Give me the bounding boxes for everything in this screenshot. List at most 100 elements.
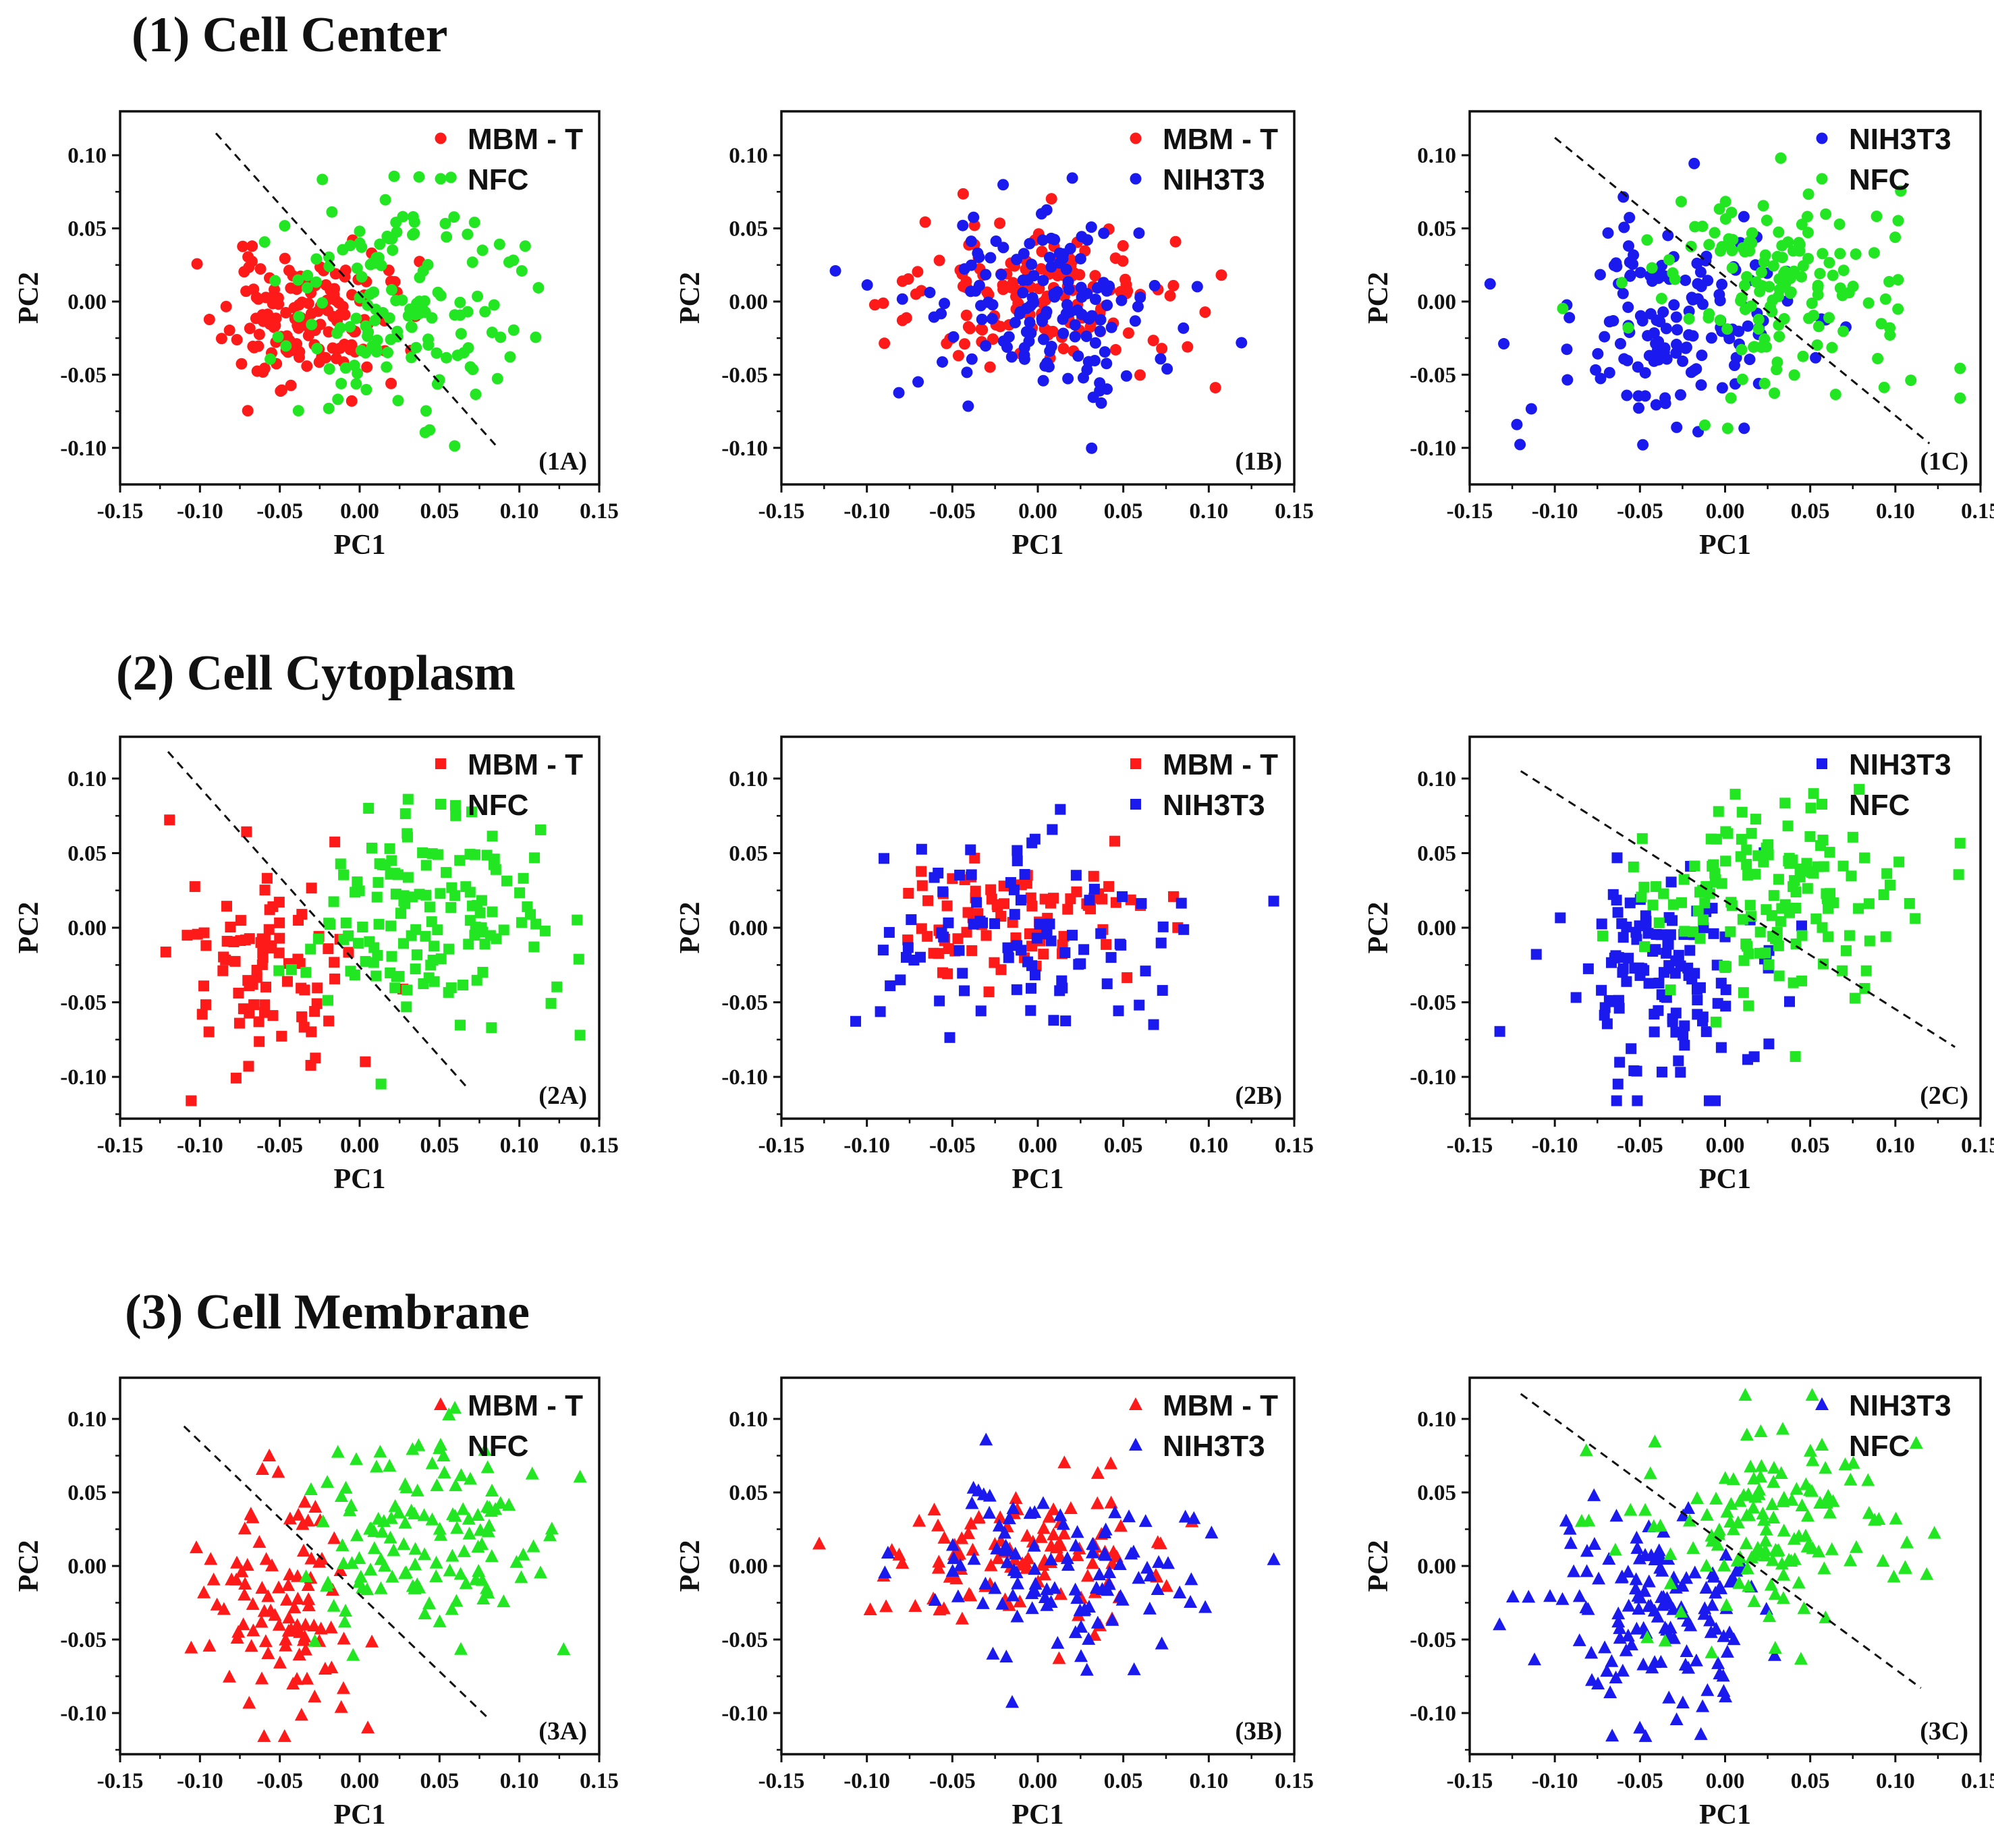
- point-nih3t3: [938, 931, 949, 943]
- point-mbm-t: [312, 1555, 327, 1568]
- point-nfc: [427, 954, 439, 965]
- point-mbm-t: [1053, 1549, 1067, 1563]
- point-nih3t3: [1638, 1729, 1653, 1742]
- point-mbm-t: [895, 1556, 910, 1569]
- point-mbm-t: [206, 1572, 221, 1586]
- point-nfc: [1878, 889, 1889, 901]
- point-nih3t3: [1155, 353, 1167, 365]
- point-nfc: [1726, 244, 1738, 256]
- point-nfc: [1744, 899, 1756, 911]
- point-nfc: [453, 1642, 468, 1655]
- point-nfc: [1859, 852, 1871, 864]
- point-nfc: [1640, 1630, 1655, 1644]
- point-nfc: [1683, 313, 1695, 325]
- point-mbm-t: [916, 866, 927, 877]
- point-nfc: [1797, 260, 1809, 272]
- scatter-panel-1b: -0.15 -0.10 -0.05 0.00 0.05 0.10 0.150.100.050…: [675, 110, 1314, 561]
- point-nfc: [326, 206, 338, 218]
- point-mbm-t: [293, 351, 305, 363]
- point-nfc: [407, 211, 419, 223]
- x-tick-label: 0.00: [340, 1133, 379, 1158]
- point-mbm-t: [318, 1661, 332, 1675]
- point-nih3t3: [937, 356, 949, 368]
- point-nfc: [369, 314, 381, 327]
- point-nfc: [1675, 196, 1687, 208]
- point-nih3t3: [1617, 287, 1629, 300]
- point-nih3t3: [1637, 439, 1649, 451]
- x-tick-label: 0.00: [1706, 1769, 1745, 1793]
- point-nfc: [387, 244, 399, 256]
- y-tick-label: 0.10: [67, 1407, 107, 1432]
- point-nih3t3: [1563, 1536, 1578, 1549]
- point-nih3t3: [1138, 1514, 1153, 1528]
- point-nfc: [1824, 847, 1835, 858]
- point-nfc: [1638, 881, 1650, 893]
- point-nfc: [1859, 982, 1871, 994]
- point-mbm-t: [198, 980, 210, 992]
- point-mbm-t: [329, 957, 340, 968]
- point-mbm-t: [334, 342, 346, 354]
- point-nfc: [364, 936, 375, 947]
- point-nih3t3: [995, 1596, 1009, 1610]
- point-nfc: [390, 217, 402, 229]
- point-nfc: [420, 860, 432, 871]
- point-mbm-t: [1089, 270, 1101, 282]
- point-nih3t3: [1621, 1565, 1635, 1578]
- point-nfc: [446, 1507, 460, 1520]
- point-nih3t3: [997, 242, 1009, 254]
- point-nfc: [374, 858, 385, 870]
- point-nfc: [390, 294, 402, 306]
- point-mbm-t: [301, 1577, 315, 1591]
- point-nih3t3: [1647, 945, 1659, 957]
- y-tick-label: -0.05: [60, 363, 107, 387]
- point-mbm-t: [952, 933, 964, 945]
- point-nih3t3: [1099, 346, 1111, 358]
- point-nfc: [374, 238, 386, 250]
- point-mbm-t: [184, 1640, 198, 1654]
- point-mbm-t: [237, 240, 249, 252]
- point-nfc: [392, 395, 404, 407]
- point-nih3t3: [982, 1505, 997, 1519]
- point-nih3t3: [1563, 1521, 1577, 1535]
- point-nih3t3: [1072, 304, 1084, 316]
- y-tick-label: -0.10: [1410, 1702, 1456, 1726]
- point-nfc: [352, 1551, 366, 1565]
- point-nfc: [1740, 939, 1752, 950]
- point-mbm-t: [246, 1510, 260, 1523]
- point-mbm-t: [287, 1600, 302, 1614]
- point-mbm-t: [1122, 327, 1134, 339]
- point-mbm-t: [966, 1542, 980, 1556]
- point-mbm-t: [1104, 1495, 1118, 1509]
- point-nfc: [545, 1521, 559, 1535]
- point-nih3t3: [1077, 372, 1089, 384]
- point-nfc: [1777, 1567, 1791, 1581]
- point-nih3t3: [1097, 1546, 1111, 1560]
- y-tick-label: -0.05: [1410, 1628, 1456, 1652]
- point-nfc: [501, 875, 512, 887]
- point-nih3t3: [975, 300, 987, 312]
- point-nfc: [371, 891, 383, 903]
- point-mbm-t: [240, 285, 252, 298]
- point-nih3t3: [1713, 1666, 1727, 1679]
- point-nih3t3: [1060, 1015, 1072, 1027]
- point-nfc: [441, 231, 453, 243]
- point-mbm-t: [1088, 870, 1099, 882]
- point-nfc: [1774, 1465, 1788, 1479]
- y-tick-label: -0.05: [721, 363, 768, 387]
- point-mbm-t: [360, 1056, 371, 1067]
- point-nfc: [1686, 1541, 1700, 1555]
- point-mbm-t: [989, 957, 1000, 968]
- point-nfc: [1709, 1491, 1723, 1505]
- point-nfc: [384, 843, 395, 854]
- point-mbm-t: [863, 1602, 877, 1615]
- point-nfc: [310, 253, 323, 265]
- point-nfc: [1770, 1544, 1784, 1557]
- point-nih3t3: [1675, 1067, 1686, 1078]
- point-mbm-t: [1090, 1496, 1105, 1509]
- point-mbm-t: [1057, 1526, 1071, 1540]
- point-mbm-t: [308, 1689, 322, 1703]
- point-nfc: [487, 831, 498, 842]
- point-nfc: [1764, 1577, 1778, 1591]
- point-mbm-t: [296, 1543, 310, 1557]
